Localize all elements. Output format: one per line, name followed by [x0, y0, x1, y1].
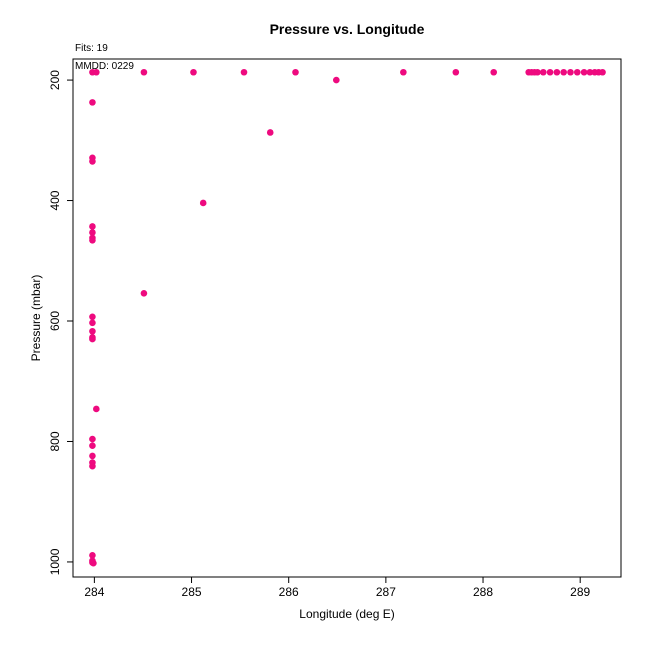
data-point	[573, 68, 581, 76]
data-point	[89, 313, 96, 321]
data-point	[89, 435, 96, 443]
x-tick-label: 284	[84, 585, 104, 599]
data-point	[93, 405, 100, 413]
data-point	[89, 327, 96, 335]
plot-frame	[72, 58, 622, 578]
data-point	[553, 68, 561, 76]
y-axis-label: Pressure (mbar)	[29, 275, 43, 362]
data-point	[140, 68, 148, 76]
data-point	[89, 237, 96, 244]
y-tick-label: 800	[48, 431, 62, 451]
x-tick-label: 287	[376, 585, 396, 599]
y-tick-label: 400	[48, 190, 62, 210]
data-point	[266, 129, 274, 136]
data-point	[89, 229, 96, 236]
x-axis: 284 285 286 287 288 289	[84, 577, 591, 599]
data-point	[190, 68, 197, 76]
data-point	[452, 68, 460, 76]
data-point	[89, 319, 96, 327]
data-point	[89, 158, 96, 165]
x-axis-label: Longitude (deg E)	[299, 607, 394, 621]
data-point	[539, 68, 547, 76]
data-point	[140, 290, 148, 297]
chart-title: Pressure vs. Longitude	[270, 21, 425, 37]
data-point	[89, 442, 96, 449]
data-point	[89, 552, 96, 559]
data-point	[89, 335, 96, 343]
y-tick-label: 1000	[48, 548, 62, 575]
mmdd-annotation: MMDD: 0229	[75, 61, 134, 72]
fits-count-label: Fits: 19	[75, 43, 108, 54]
data-point	[90, 559, 97, 567]
x-tick-label: 285	[182, 585, 202, 599]
data-point	[546, 68, 554, 76]
data-point	[89, 462, 96, 470]
data-point	[599, 68, 606, 76]
data-point	[89, 99, 96, 106]
data-point	[240, 68, 248, 76]
data-point	[567, 68, 574, 76]
x-tick-label: 286	[279, 585, 299, 599]
x-tick-label: 289	[570, 585, 590, 599]
x-tick-label: 288	[473, 585, 493, 599]
data-point	[89, 452, 96, 460]
data-point	[89, 223, 96, 230]
data-point	[199, 199, 207, 207]
y-tick-label: 200	[48, 70, 62, 90]
data-point	[333, 76, 340, 84]
data-point	[560, 68, 567, 76]
data-point	[93, 68, 100, 76]
data-point	[292, 68, 299, 76]
y-tick-label: 600	[48, 311, 62, 331]
data-points	[89, 68, 606, 567]
data-point	[534, 68, 541, 76]
data-point	[580, 68, 588, 76]
data-point	[490, 68, 498, 76]
y-axis: 200 400 600 800 1000	[48, 70, 73, 575]
data-point	[586, 68, 594, 76]
data-point	[400, 68, 407, 76]
